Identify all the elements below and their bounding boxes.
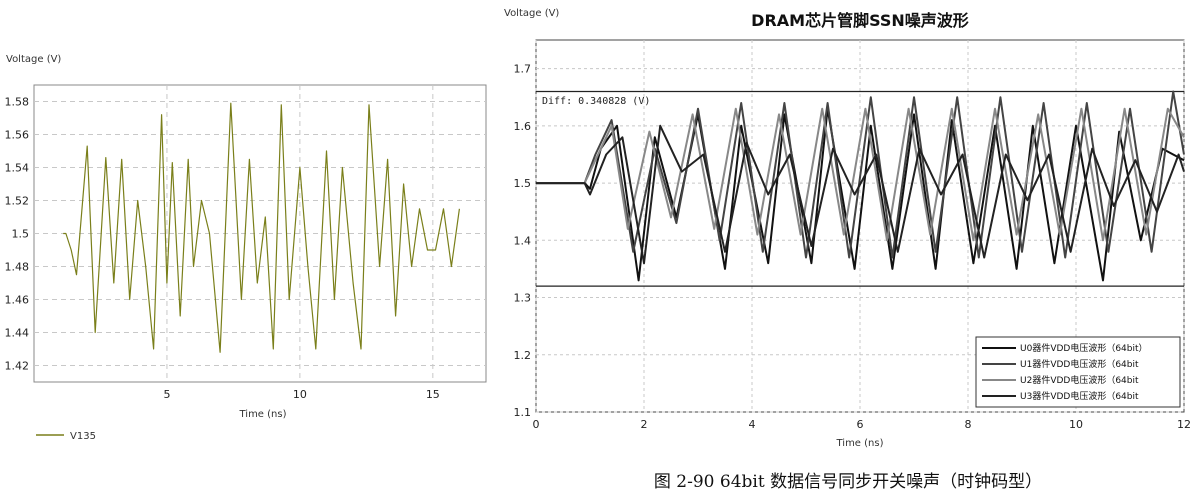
left-x-ticks: 5 10 15 — [163, 388, 439, 401]
right-legend-label-1: U1器件VDD电压波形（64bit — [1020, 358, 1139, 370]
series-line-1 — [536, 90, 1185, 259]
left-grid — [34, 85, 486, 382]
left-y-ticks: 1.42 1.44 1.46 1.48 1.5 1.52 1.54 1.56 1.58 — [5, 96, 30, 373]
x-tick-label: 6 — [857, 418, 864, 431]
series-line-2 — [536, 107, 1185, 242]
left-legend: V135 — [36, 431, 96, 442]
x-tick-label: 5 — [163, 388, 170, 401]
left-x-axis-label: Time (ns) — [238, 409, 286, 420]
right-x-ticks: 0 2 4 6 8 10 12 — [533, 418, 1192, 431]
right-diff-annotation: Diff: 0.340828 (V) — [542, 96, 650, 107]
right-legend-label-3: U3器件VDD电压波形（64bit — [1020, 390, 1139, 402]
right-y-axis-label: Voltage (V) — [504, 8, 559, 19]
right-legend: U0器件VDD电压波形（64bit） U1器件VDD电压波形（64bit U2器… — [975, 336, 1181, 408]
y-tick-label: 1.42 — [5, 360, 30, 373]
right-chart-title: DRAM芯片管脚SSN噪声波形 — [751, 11, 969, 30]
y-tick-label: 1.1 — [514, 406, 532, 419]
y-tick-label: 1.6 — [514, 120, 532, 133]
left-series — [63, 102, 460, 353]
right-chart: Voltage (V) DRAM芯片管脚SSN噪声波形 Diff: 0.3408… — [504, 8, 1191, 449]
y-tick-label: 1.5 — [514, 177, 532, 190]
x-tick-label: 8 — [965, 418, 972, 431]
x-tick-label: 10 — [293, 388, 307, 401]
left-legend-label: V135 — [70, 431, 96, 442]
right-legend-label-2: U2器件VDD电压波形（64bit — [1020, 374, 1139, 386]
y-tick-label: 1.44 — [5, 327, 30, 340]
right-marker-lines — [536, 90, 1184, 287]
right-y-ticks: 1.1 1.2 1.3 1.4 1.5 1.6 1.7 — [514, 63, 532, 419]
x-tick-label: 0 — [533, 418, 540, 431]
x-tick-label: 2 — [641, 418, 648, 431]
y-tick-label: 1.5 — [12, 228, 30, 241]
y-tick-label: 1.58 — [5, 96, 30, 109]
right-x-axis-label: Time (ns) — [835, 438, 883, 449]
x-tick-label: 12 — [1177, 418, 1191, 431]
x-tick-label: 15 — [426, 388, 440, 401]
y-tick-label: 1.54 — [5, 162, 30, 175]
y-tick-label: 1.52 — [5, 195, 30, 208]
figure-caption: 图 2-90 64bit 数据信号同步开关噪声（时钟码型） — [654, 472, 1042, 492]
x-tick-label: 4 — [749, 418, 756, 431]
y-tick-label: 1.3 — [514, 292, 532, 305]
right-series — [536, 90, 1185, 282]
y-tick-label: 1.46 — [5, 294, 30, 307]
x-tick-label: 10 — [1069, 418, 1083, 431]
y-tick-label: 1.7 — [514, 63, 532, 76]
left-chart: Voltage (V) 1.421.441.461.481.51.521.541… — [5, 54, 487, 442]
right-legend-label-0: U0器件VDD电压波形（64bit） — [1020, 342, 1148, 354]
series-line-0 — [536, 107, 1185, 282]
y-tick-label: 1.56 — [5, 129, 30, 142]
y-tick-label: 1.48 — [5, 261, 30, 274]
series-line-0 — [63, 102, 460, 353]
y-tick-label: 1.2 — [514, 349, 532, 362]
left-y-axis-label: Voltage (V) — [6, 54, 61, 65]
series-line-3 — [536, 124, 1185, 265]
y-tick-label: 1.4 — [514, 234, 532, 247]
